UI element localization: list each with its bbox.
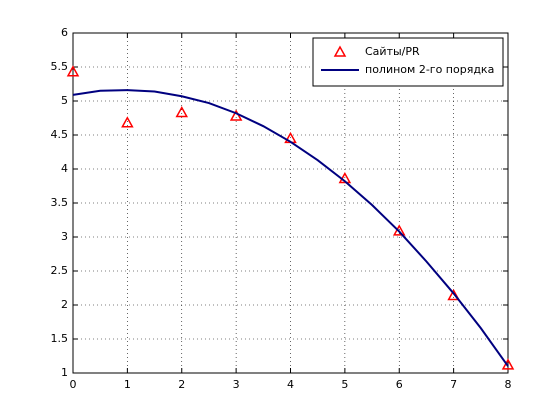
x-tick-label: 4 xyxy=(287,378,294,391)
legend-marker xyxy=(333,45,347,57)
x-tick-label: 1 xyxy=(124,378,131,391)
axes-frame xyxy=(72,32,509,374)
x-tick-label: 2 xyxy=(178,378,185,391)
x-tick-label: 3 xyxy=(233,378,240,391)
y-tick-label: 1 xyxy=(61,366,68,379)
y-tick-label: 5.5 xyxy=(51,60,69,73)
y-tick-label: 4 xyxy=(61,162,68,175)
y-tick-label: 4.5 xyxy=(51,128,69,141)
x-tick-label: 0 xyxy=(70,378,77,391)
y-tick-label: 2 xyxy=(61,298,68,311)
y-tick-label: 3 xyxy=(61,230,68,243)
fit-line xyxy=(72,89,509,367)
data-point xyxy=(447,288,460,301)
data-point xyxy=(121,116,134,128)
legend-label: Сайты/PR xyxy=(365,45,420,58)
y-tick-label: 1.5 xyxy=(51,332,69,345)
x-tick-label: 7 xyxy=(450,378,457,391)
legend-box xyxy=(312,37,504,87)
data-point xyxy=(175,106,189,118)
y-tick-label: 6 xyxy=(61,26,68,39)
x-tick-label: 6 xyxy=(396,378,403,391)
y-tick-label: 2.5 xyxy=(51,264,69,277)
y-tick-label: 5 xyxy=(61,94,68,107)
y-tick-label: 3.5 xyxy=(51,196,69,209)
legend-label: полином 2-го порядка xyxy=(365,63,494,76)
data-point xyxy=(66,65,80,77)
x-tick-label: 8 xyxy=(505,378,512,391)
x-tick-label: 5 xyxy=(341,378,348,391)
